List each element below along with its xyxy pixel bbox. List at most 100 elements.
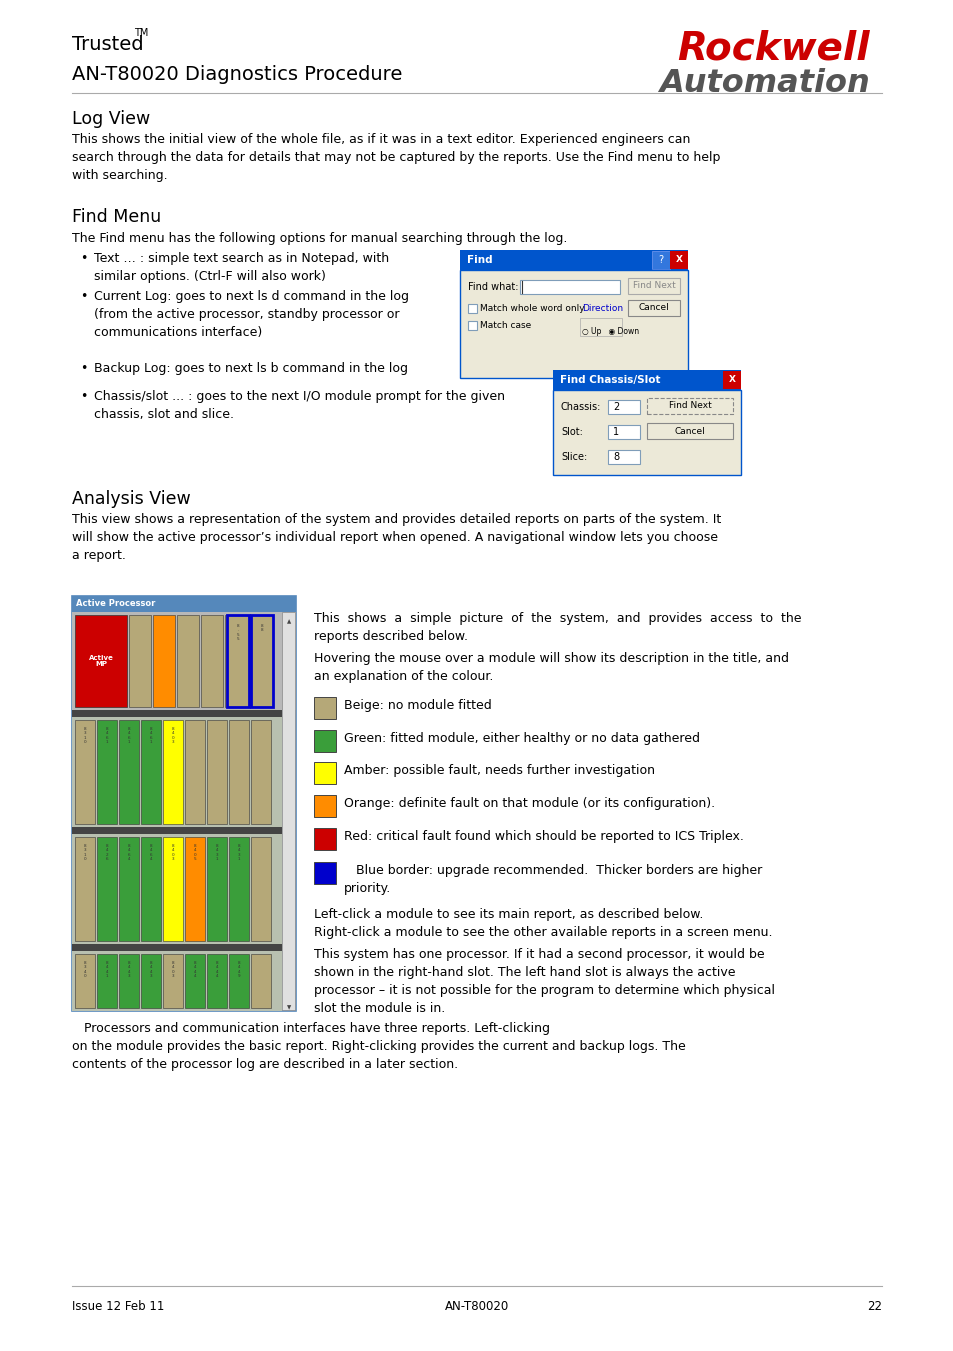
Bar [75,615,127,707]
Bar [75,720,95,824]
Bar [71,612,295,711]
Bar [97,954,117,1008]
Bar [669,251,687,269]
Text: This system has one processor. If it had a second processor, it would be
shown i: This system has one processor. If it had… [314,948,774,1015]
Text: Amber: possible fault, needs further investigation: Amber: possible fault, needs further inv… [344,765,655,777]
Text: This shows the initial view of the whole file, as if it was in a text editor. Ex: This shows the initial view of the whole… [71,132,720,182]
Bar [141,838,161,942]
Bar [75,838,95,942]
Bar [468,304,476,313]
Bar [71,951,282,1011]
Bar [627,300,679,316]
Text: ▼: ▼ [287,1005,291,1011]
Text: 1: 1 [613,427,618,436]
Text: 8
3
4
0: 8 3 4 0 [84,961,86,978]
Bar [119,954,139,1008]
Bar [129,615,151,707]
Text: 8
3
1
0: 8 3 1 0 [84,727,86,744]
Bar [207,954,227,1008]
Bar [141,954,161,1008]
Bar [651,251,669,269]
Bar [207,838,227,942]
Bar [71,944,282,951]
Text: Analysis View: Analysis View [71,490,191,508]
Text: 8
4
4
1: 8 4 4 1 [106,961,109,978]
Bar [314,730,335,753]
Text: Log View: Log View [71,109,150,128]
Bar [71,596,295,612]
Bar [75,954,95,1008]
Bar [251,838,271,942]
Text: Green: fitted module, either healthy or no data gathered: Green: fitted module, either healthy or … [344,732,700,744]
Text: 8
3
1
0: 8 3 1 0 [84,844,86,861]
Bar [229,720,249,824]
Text: Active
MP: Active MP [89,654,113,667]
Text: Match case: Match case [479,322,531,330]
Text: Issue 12 Feb 11: Issue 12 Feb 11 [71,1300,164,1313]
Text: Active Processor: Active Processor [76,600,155,608]
Text: Find Next: Find Next [668,401,711,411]
Bar [553,390,740,476]
Bar [314,862,335,884]
Text: 8
4
3
1: 8 4 3 1 [237,844,240,861]
Bar [314,828,335,850]
Text: 8
4
0
3: 8 4 0 3 [172,844,174,861]
Text: This view shows a representation of the system and provides detailed reports on : This view shows a representation of the … [71,513,720,562]
Text: 8
4
0
3: 8 4 0 3 [172,727,174,744]
Text: X: X [675,255,681,265]
Text: •: • [80,390,88,403]
Text: Right-click a module to see the other available reports in a screen menu.: Right-click a module to see the other av… [314,925,772,939]
Bar [71,834,282,944]
Text: 8
4
6
1: 8 4 6 1 [128,727,131,744]
Text: Left-click a module to see its main report, as described below.: Left-click a module to see its main repo… [314,908,702,921]
Bar [314,697,335,719]
Text: X: X [728,376,735,385]
Bar [229,954,249,1008]
Text: Automation: Automation [659,68,869,99]
Text: Slice:: Slice: [560,453,587,462]
Bar [152,615,174,707]
Text: 8
4
6
1: 8 4 6 1 [106,727,109,744]
Bar [71,717,282,827]
Bar [607,426,639,439]
Text: Find: Find [467,255,492,265]
Bar [519,280,619,295]
Text: Cancel: Cancel [674,427,704,435]
Text: 8
4
6
1: 8 4 6 1 [150,727,152,744]
Text: Backup Log: goes to next ls b command in the log: Backup Log: goes to next ls b command in… [94,362,408,376]
Text: 8
4
4
4: 8 4 4 4 [193,961,196,978]
Text: 8
8: 8 8 [260,624,263,632]
Bar [722,372,740,389]
Bar [119,838,139,942]
Text: Hovering the mouse over a module will show its description in the title, and
an : Hovering the mouse over a module will sh… [314,653,788,684]
Text: Find Menu: Find Menu [71,208,161,226]
Text: 8
4
6
4: 8 4 6 4 [150,844,152,861]
Bar [201,615,223,707]
Text: Trusted: Trusted [71,35,144,54]
Text: 2: 2 [613,403,618,412]
Text: 8
4
4
3: 8 4 4 3 [150,961,152,978]
Bar [646,423,732,439]
Bar [225,615,247,707]
Bar [119,720,139,824]
Text: Current Log: goes to next ls d command in the log
(from the active processor, st: Current Log: goes to next ls d command i… [94,290,409,339]
Bar [314,794,335,817]
Text: •: • [80,290,88,303]
Text: Blue border: upgrade recommended.  Thicker borders are higher
priority.: Blue border: upgrade recommended. Thicke… [344,865,761,894]
Bar [163,954,183,1008]
Text: AN-T80020: AN-T80020 [444,1300,509,1313]
Bar [97,720,117,824]
Bar [627,278,679,295]
Text: Chassis/slot ... : goes to the next I/O module prompt for the given
chassis, slo: Chassis/slot ... : goes to the next I/O … [94,390,504,422]
Text: •: • [80,253,88,265]
Text: Find Chassis/Slot: Find Chassis/Slot [559,376,659,385]
Text: 22: 22 [866,1300,882,1313]
Text: 8
4
6
4: 8 4 6 4 [128,844,131,861]
Bar [607,450,639,463]
Text: Chassis:: Chassis: [560,403,600,412]
Bar [71,596,295,1011]
Text: Slot:: Slot: [560,427,582,436]
Bar [185,954,205,1008]
Text: Rockwell: Rockwell [677,30,869,68]
Bar [459,250,687,270]
